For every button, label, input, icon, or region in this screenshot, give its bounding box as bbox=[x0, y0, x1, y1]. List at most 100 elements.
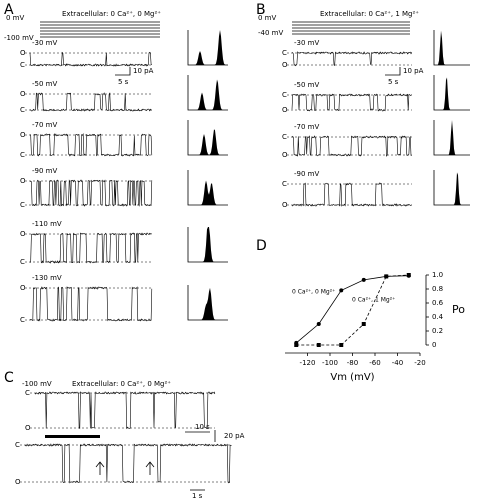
histogram bbox=[434, 77, 470, 110]
histogram-axes bbox=[433, 75, 470, 111]
row-label: -90 mV bbox=[294, 170, 319, 178]
level-label: O bbox=[20, 131, 26, 139]
row-label: -50 mV bbox=[294, 81, 319, 89]
x-tick-label: -120 bbox=[300, 359, 316, 367]
y-axis-label: Po bbox=[452, 303, 465, 316]
level-label: C bbox=[25, 389, 30, 397]
current-trace bbox=[29, 232, 152, 264]
level-label: O bbox=[20, 90, 26, 98]
legend-label: 0 Ca²⁺, 1 Mg²⁺ bbox=[352, 297, 395, 304]
arrow bbox=[95, 461, 155, 475]
current-trace bbox=[24, 443, 232, 484]
scale-label: 5 s bbox=[388, 78, 399, 86]
protocol-label: -40 mV bbox=[258, 29, 283, 37]
row-label: -30 mV bbox=[32, 39, 57, 47]
data-point bbox=[406, 273, 411, 277]
row-label: -50 mV bbox=[32, 80, 57, 88]
current-trace bbox=[29, 286, 153, 322]
level-label: C bbox=[282, 91, 287, 99]
row-label: -70 mV bbox=[294, 123, 319, 131]
data-point bbox=[316, 343, 321, 347]
panel-label: B bbox=[256, 2, 266, 18]
scale-label: 5 s bbox=[118, 78, 129, 86]
level-label: O bbox=[282, 151, 288, 159]
histogram bbox=[188, 79, 228, 110]
level-label: C bbox=[282, 180, 287, 188]
level-label: O bbox=[20, 49, 26, 57]
level-label: O bbox=[25, 424, 31, 432]
y-tick-label: 0.4 bbox=[432, 313, 444, 321]
protocol-label: 0 mV bbox=[258, 14, 276, 22]
level-label: O bbox=[282, 61, 288, 69]
current-trace bbox=[29, 92, 153, 112]
level-label: O bbox=[20, 177, 26, 185]
current-trace bbox=[29, 132, 153, 157]
data-point bbox=[339, 288, 344, 293]
current-trace bbox=[291, 93, 412, 112]
histogram bbox=[188, 180, 228, 205]
level-label: O bbox=[20, 230, 26, 238]
row-label: -110 mV bbox=[32, 220, 62, 228]
histogram-axes bbox=[187, 120, 228, 156]
level-label: O bbox=[20, 284, 26, 292]
y-tick-label: 0 bbox=[432, 341, 436, 349]
condition: Extracellular: 0 Ca²⁺, 0 Mg²⁺ bbox=[62, 10, 161, 18]
histogram bbox=[188, 287, 228, 320]
voltage-label: -100 mV bbox=[22, 380, 52, 388]
histogram bbox=[434, 120, 470, 155]
histogram bbox=[434, 30, 470, 65]
current-trace bbox=[291, 51, 412, 67]
x-tick-label: -20 bbox=[414, 359, 425, 367]
x-tick-label: -40 bbox=[392, 359, 403, 367]
current-trace bbox=[29, 179, 153, 207]
histogram bbox=[434, 172, 470, 205]
scale-bar bbox=[385, 67, 401, 76]
data-point bbox=[294, 343, 299, 347]
scale-label: 20 pA bbox=[224, 432, 245, 440]
row-label: -90 mV bbox=[32, 167, 57, 175]
scale-bar bbox=[115, 67, 131, 76]
current-trace bbox=[29, 51, 153, 67]
row-label: -70 mV bbox=[32, 121, 57, 129]
condition: Extracellular: 0 Ca²⁺, 1 Mg²⁺ bbox=[320, 10, 419, 18]
data-point bbox=[316, 322, 321, 326]
level-label: C bbox=[15, 441, 20, 449]
histogram bbox=[188, 30, 228, 65]
histogram bbox=[188, 227, 228, 262]
histogram-axes bbox=[433, 170, 470, 206]
protocol-label: -100 mV bbox=[4, 34, 34, 42]
level-label: C bbox=[20, 61, 25, 69]
series-line bbox=[296, 274, 409, 346]
series-line bbox=[295, 275, 409, 344]
panel-label: A bbox=[4, 2, 14, 18]
x-tick-label: -60 bbox=[369, 359, 380, 367]
level-label: C bbox=[20, 151, 25, 159]
level-label: O bbox=[282, 106, 288, 114]
histogram-axes bbox=[187, 75, 228, 111]
row-label: -130 mV bbox=[32, 274, 62, 282]
data-point bbox=[384, 274, 389, 279]
row-label: -30 mV bbox=[294, 39, 319, 47]
y-tick-label: 0.6 bbox=[432, 299, 444, 307]
level-label: C bbox=[20, 258, 25, 266]
panel-label: D bbox=[256, 238, 267, 254]
level-label: C bbox=[20, 201, 25, 209]
protocol-label: 0 mV bbox=[6, 14, 24, 22]
highlight-bar bbox=[45, 435, 100, 438]
scale-label: 1 s bbox=[192, 492, 203, 500]
x-tick-label: -80 bbox=[347, 359, 358, 367]
histogram bbox=[188, 129, 228, 155]
level-label: C bbox=[20, 106, 25, 114]
x-axis-label: Vm (mV) bbox=[330, 372, 374, 383]
data-point bbox=[361, 322, 366, 326]
level-label: C bbox=[282, 49, 287, 57]
level-label: C bbox=[20, 316, 25, 324]
y-tick-label: 1.0 bbox=[432, 271, 443, 279]
legend-label: 0 Ca²⁺, 0 Mg²⁺ bbox=[292, 289, 335, 296]
level-label: O bbox=[15, 478, 21, 486]
current-trace bbox=[291, 182, 412, 207]
y-tick-label: 0.2 bbox=[432, 327, 443, 335]
panel-label: C bbox=[4, 370, 14, 386]
level-label: C bbox=[282, 133, 287, 141]
